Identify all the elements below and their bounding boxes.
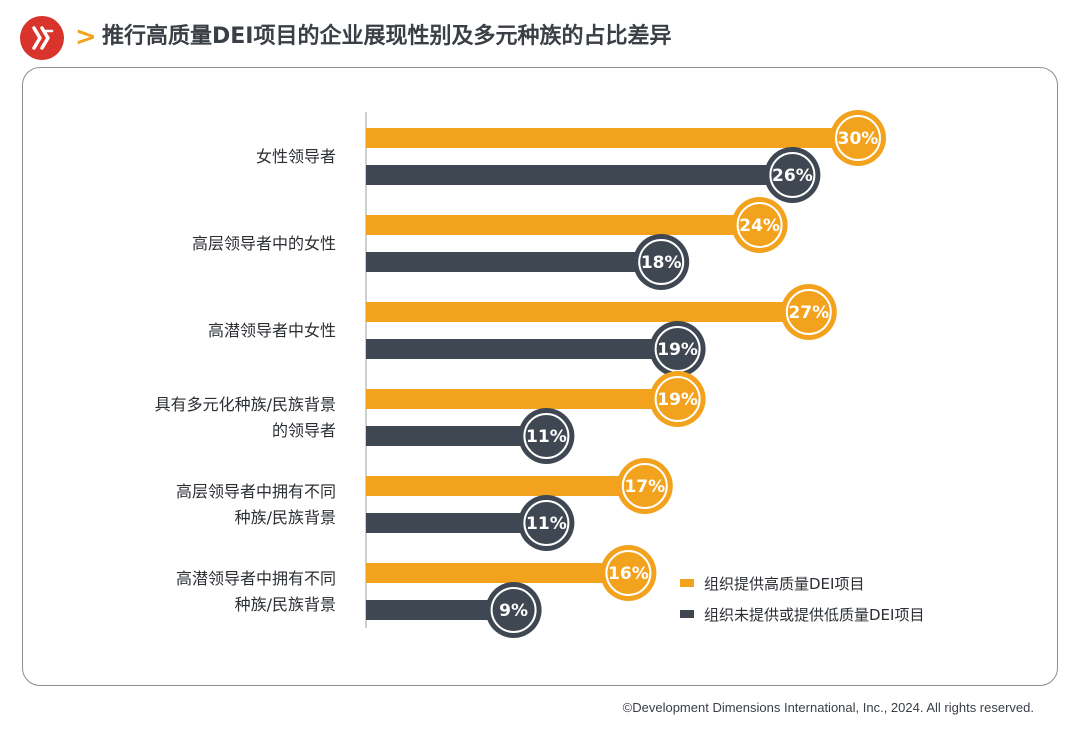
legend-item-high-quality: 组织提供高质量DEI项目 [680,571,864,595]
category-label: 女性领导者 [76,144,336,170]
value-badge-ring [523,413,570,459]
value-badge [616,458,673,514]
category-label-line: 女性领导者 [255,146,336,166]
category-label: 高潜领导者中女性 [76,318,336,344]
data-label: 27% [788,303,829,323]
data-label: 24% [739,216,780,236]
value-badge-ring [835,115,881,161]
value-badge [731,197,788,253]
data-label: 16% [608,564,649,584]
value-badge [780,284,837,340]
data-label: 11% [526,514,567,534]
data-label: 19% [657,390,698,410]
data-label: 17% [624,477,665,497]
category-label-line: 高潜领导者中女性 [207,320,336,340]
header: > 推行高质量DEI项目的企业展现性别及多元种族的占比差异 [0,0,1080,70]
value-badge [764,147,821,203]
category-label: 高层领导者中拥有不同种族/民族背景 [76,479,336,531]
bar [366,302,809,322]
data-label: 11% [526,427,567,447]
category-label-line: 种族/民族背景 [234,594,336,614]
category-label-line: 具有多元化种族/民族背景 [154,394,336,414]
value-badge [649,321,706,377]
bar [366,389,678,409]
value-badge-ring [785,289,832,335]
legend-swatch-dark [680,610,694,618]
category-label: 高潜领导者中拥有不同种族/民族背景 [76,566,336,618]
category-label-line: 的领导者 [271,420,336,440]
bar [366,600,514,620]
bar [366,513,547,533]
bar [366,563,629,583]
bar [366,165,793,185]
value-badge [600,545,657,601]
value-badge-ring [490,587,537,633]
chevron-right-icon: > [75,22,97,52]
data-label: 26% [772,166,813,186]
bar [366,215,760,235]
value-badge-ring [605,550,652,596]
data-label: 18% [641,253,682,273]
category-label-line: 种族/民族背景 [234,507,336,527]
logo-icon [20,16,64,60]
value-badge [518,495,575,551]
chart-panel [22,67,1058,686]
legend-item-low-quality: 组织未提供或提供低质量DEI项目 [680,602,924,626]
category-label-line: 高层领导者中拥有不同 [175,481,336,501]
legend-swatch-orange [680,579,694,587]
value-badge-ring [621,463,668,509]
data-label: 30% [838,129,879,149]
bar [366,426,547,446]
category-label-line: 高潜领导者中拥有不同 [175,568,336,588]
value-badge-ring [654,376,701,422]
value-badge [518,408,575,464]
legend-label: 组织未提供或提供低质量DEI项目 [704,605,925,624]
value-badge-ring [769,152,816,198]
bar [366,339,678,359]
category-label-line: 高层领导者中的女性 [191,233,336,253]
value-badge [830,110,886,166]
category-label: 高层领导者中的女性 [76,231,336,257]
data-label: 9% [499,601,528,621]
value-badge-ring [736,202,783,248]
bar [366,252,662,272]
value-badge [485,582,542,638]
bar [366,476,645,496]
value-badge-ring [523,500,570,546]
data-label: 19% [657,340,698,360]
legend-label: 组织提供高质量DEI项目 [704,574,865,593]
category-label: 具有多元化种族/民族背景的领导者 [76,392,336,444]
page-title: 推行高质量DEI项目的企业展现性别及多元种族的占比差异 [102,24,672,49]
value-badge-ring [638,239,685,285]
bar [366,128,858,148]
copyright-footer: ©Development Dimensions International, I… [622,700,1034,715]
value-badge [633,234,690,290]
value-badge [649,371,706,427]
